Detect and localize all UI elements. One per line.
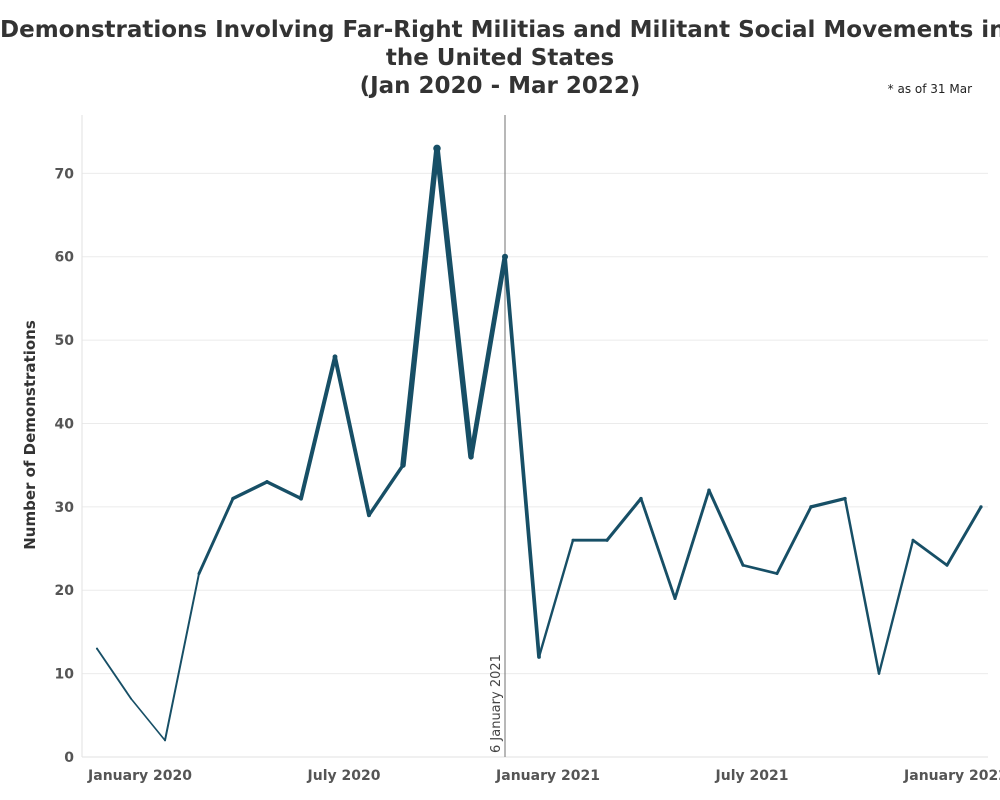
series-0-point-23 <box>878 672 880 675</box>
series-0-segment-7 <box>333 354 371 518</box>
series-0-segment-24 <box>911 538 949 567</box>
series-0-point-20 <box>775 572 779 575</box>
y-axis-label: Number of Demonstrations <box>21 320 39 550</box>
y-tick-label-0: 0 <box>64 750 74 766</box>
series-0-segment-12 <box>503 254 541 659</box>
series-0-point-7 <box>332 354 338 360</box>
series-0-point-17 <box>673 597 677 600</box>
series-0-segment-17 <box>673 488 711 601</box>
y-tick-label-60: 60 <box>55 250 75 266</box>
series-0-segment-23 <box>877 539 915 675</box>
series-0-point-9 <box>401 463 405 468</box>
event-marker: 6 January 2021 <box>489 115 506 757</box>
series-0-point-5 <box>265 480 269 484</box>
series-0-segment-19 <box>741 563 779 575</box>
series-0-segment-16 <box>639 497 677 601</box>
y-tick-label-20: 20 <box>55 583 75 599</box>
series-0-point-2 <box>164 739 166 742</box>
series-0-point-19 <box>741 563 745 567</box>
series-0-point-10 <box>433 144 441 153</box>
series-0-point-16 <box>639 496 643 501</box>
y-tick-label-10: 10 <box>55 667 75 683</box>
x-tick-label-4: January 2022 <box>903 768 1000 784</box>
series-0-segment-3 <box>197 497 235 576</box>
x-tick-label-0: January 2020 <box>87 768 192 784</box>
series-0-segment-0 <box>96 647 132 700</box>
x-tick-label-2: January 2021 <box>495 768 600 784</box>
y-tick-label-50: 50 <box>55 333 75 349</box>
y-tick-label-40: 40 <box>55 416 75 432</box>
series-0-point-22 <box>843 496 847 501</box>
series-0-segment-25 <box>945 505 983 567</box>
series-0-point-1 <box>130 697 132 700</box>
series-0-segment-20 <box>775 505 813 576</box>
series-0-segment-10 <box>434 145 474 460</box>
series-0-point-26 <box>979 505 983 509</box>
series-0-point-8 <box>367 513 371 517</box>
series-0-point-18 <box>707 488 711 492</box>
series-0-point-15 <box>605 538 609 542</box>
series-0-point-3 <box>197 572 201 575</box>
series-0-segment-6 <box>298 354 338 501</box>
series-0-segment-13 <box>537 539 575 659</box>
series-0-point-21 <box>809 505 813 509</box>
series-lines <box>95 144 983 742</box>
gridlines <box>82 172 988 675</box>
y-tick-label-70: 70 <box>55 166 75 182</box>
as-of-note: * as of 31 Mar <box>887 82 972 96</box>
chart-title-line-3: (Jan 2020 - Mar 2022) <box>359 73 641 99</box>
series-0-segment-15 <box>605 496 643 542</box>
y-tick-label-30: 30 <box>55 500 75 516</box>
series-0-point-25 <box>945 563 949 567</box>
series-0-point-0 <box>95 647 99 650</box>
series-0-point-11 <box>469 454 473 459</box>
series-0-point-14 <box>571 538 575 542</box>
series-0-point-24 <box>911 538 915 542</box>
series-0-point-4 <box>231 496 235 501</box>
series-0-segment-8 <box>367 463 405 517</box>
x-tick-label-1: July 2020 <box>307 768 381 784</box>
series-0-point-13 <box>538 655 540 658</box>
chart-title: Demonstrations Involving Far-Right Milit… <box>0 16 1000 100</box>
series-0-segment-9 <box>400 145 440 468</box>
series-0-segment-18 <box>707 488 745 567</box>
chart-title-line-2: the United States <box>385 45 615 71</box>
series-0-segment-2 <box>164 572 200 742</box>
series-0-segment-5 <box>265 480 303 501</box>
series-0-segment-21 <box>809 496 847 509</box>
series-0-segment-22 <box>843 497 881 675</box>
series-0-point-12 <box>501 253 509 260</box>
series-0-segment-4 <box>231 480 269 501</box>
tick-labels: 0 10 20 30 40 50 60 70 January 2020 July 2020 Janu… <box>55 166 1000 784</box>
x-tick-label-3: July 2021 <box>715 768 789 784</box>
axes <box>81 115 988 758</box>
series-0-segment-1 <box>130 697 166 742</box>
series-0-point-6 <box>299 496 303 501</box>
chart-title-line-1: Demonstrations Involving Far-Right Milit… <box>0 17 1000 43</box>
series-0-segment-11 <box>468 254 508 460</box>
event-line-label: 6 January 2021 <box>489 654 504 753</box>
